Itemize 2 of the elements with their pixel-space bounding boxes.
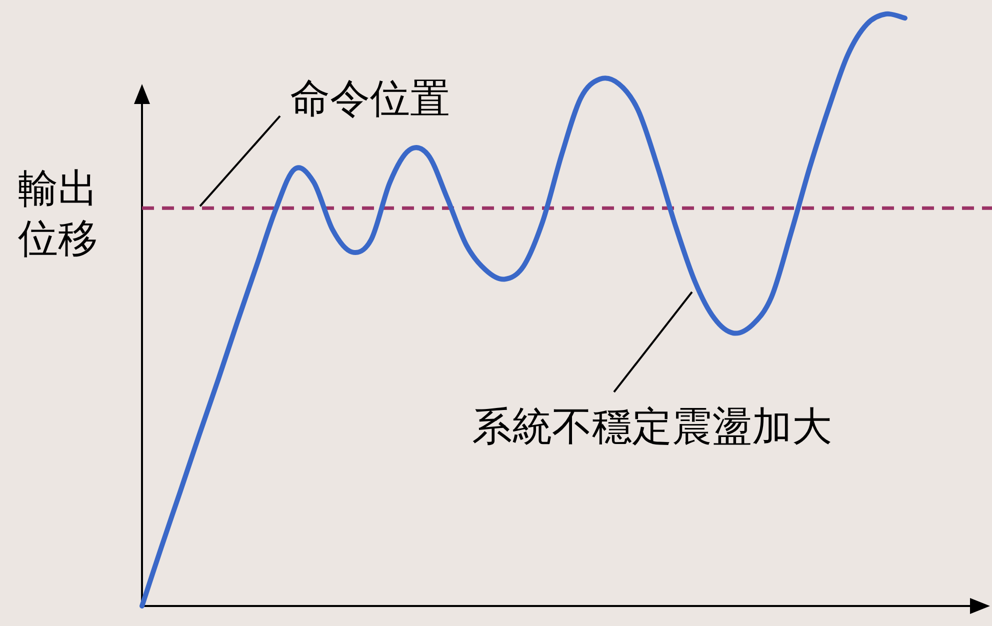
annotation: 系統不穩定震盪加大 (472, 404, 832, 450)
ylabel: 輸出位移 (18, 166, 98, 262)
